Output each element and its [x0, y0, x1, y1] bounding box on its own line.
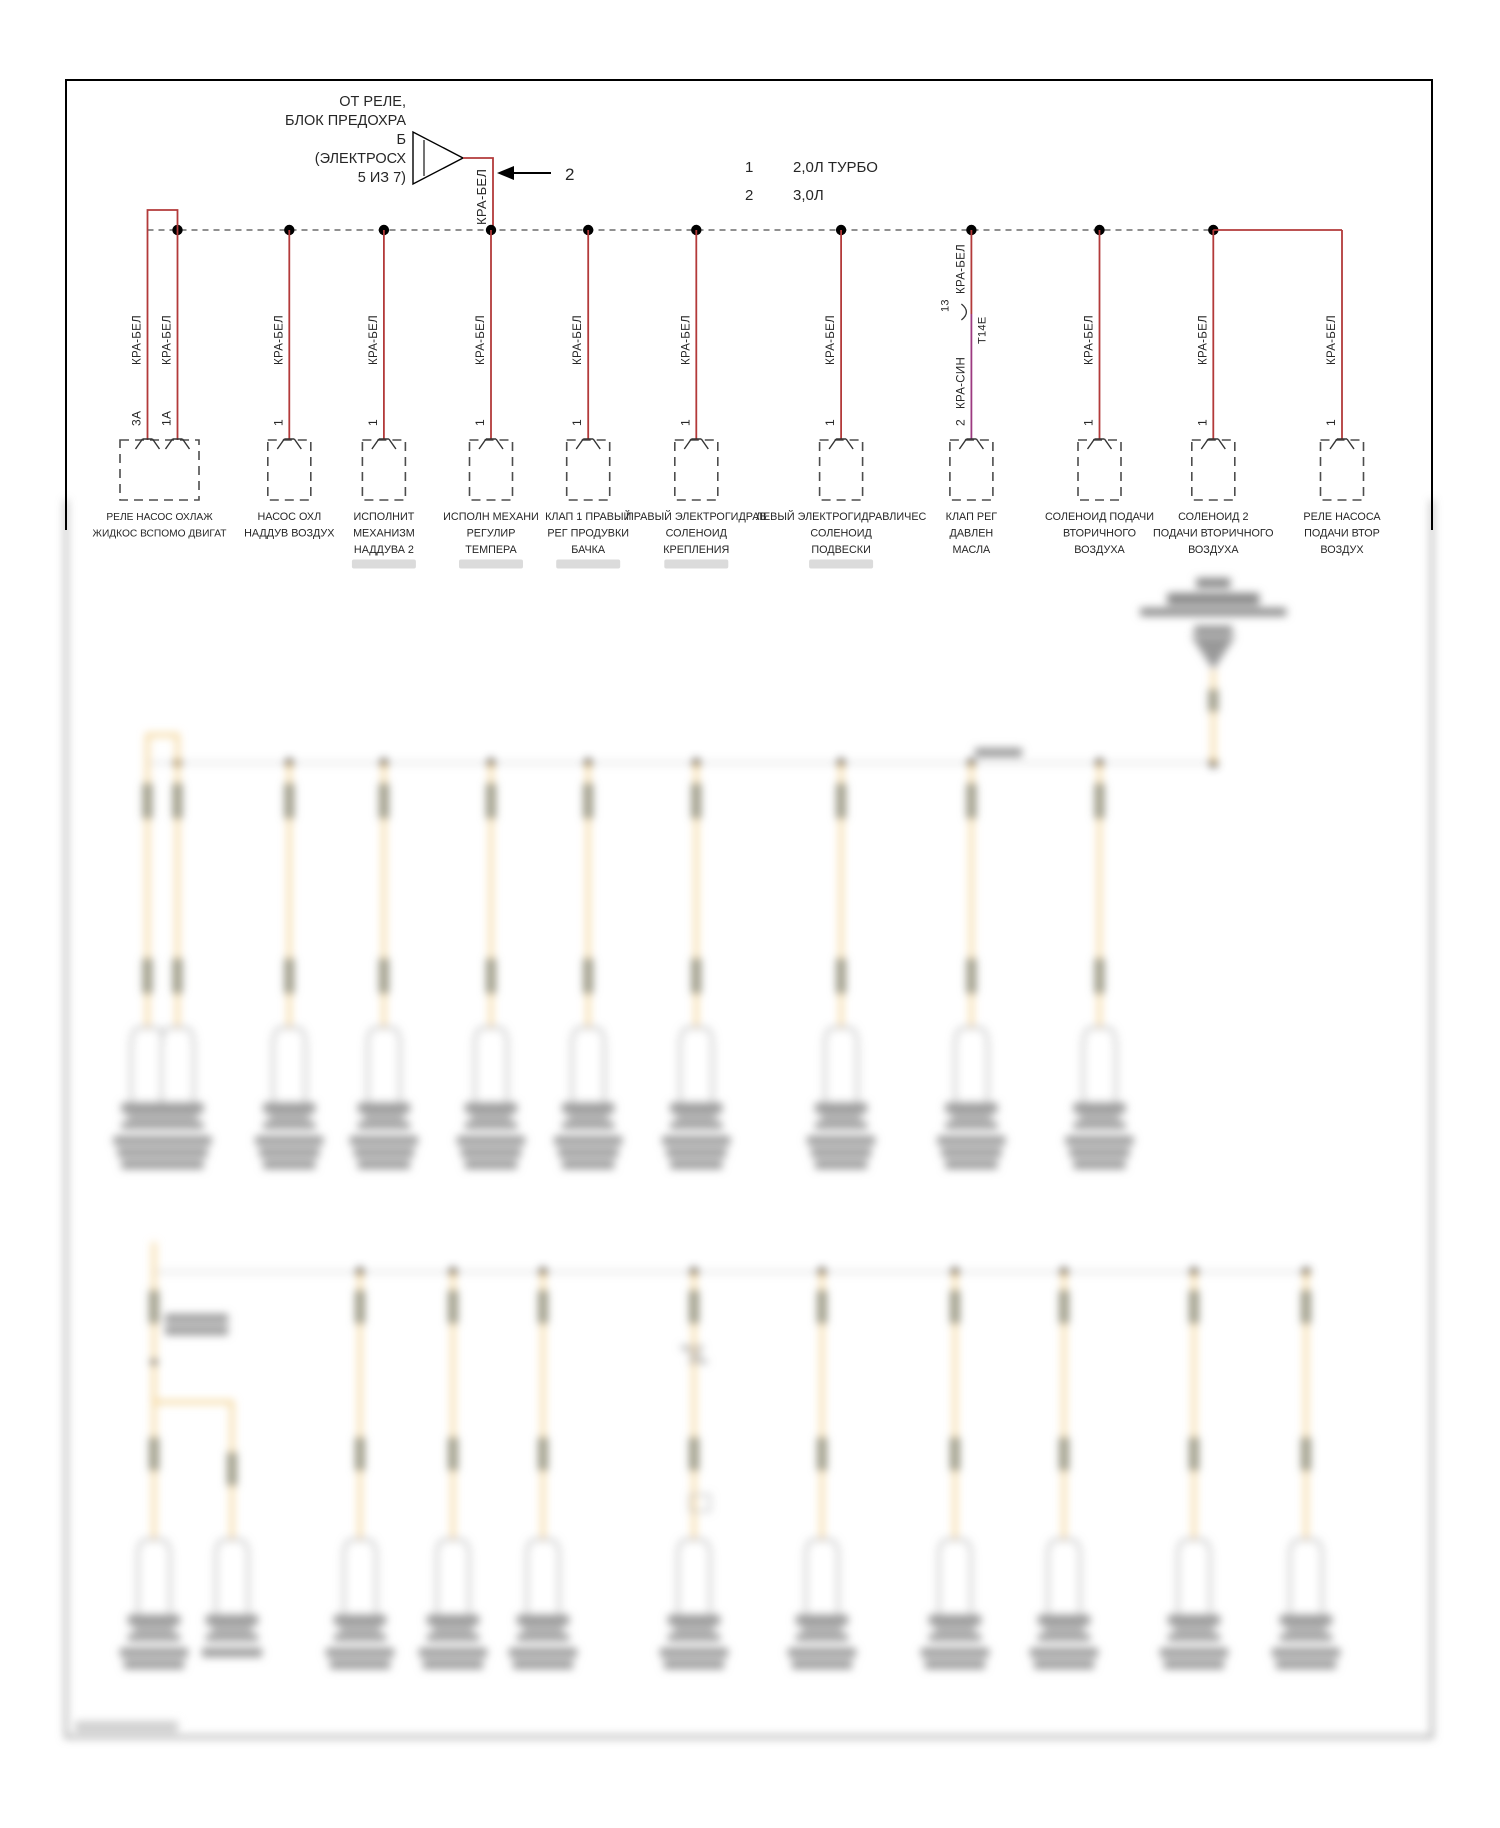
svg-text:Б: Б: [396, 132, 406, 148]
svg-text:T14E: T14E: [976, 317, 988, 345]
svg-text:ДАВЛЕН: ДАВЛЕН: [950, 528, 994, 540]
svg-text:(ЭЛЕКТРОСХ: (ЭЛЕКТРОСХ: [315, 151, 407, 167]
svg-text:КРА-БЕЛ: КРА-БЕЛ: [474, 169, 489, 225]
svg-text:РЕГУЛИР: РЕГУЛИР: [467, 528, 516, 540]
svg-text:1: 1: [1082, 419, 1096, 426]
svg-text:1: 1: [366, 419, 380, 426]
svg-text:КРА-СИН: КРА-СИН: [955, 357, 967, 409]
svg-text:СОЛЕНОИД 2: СОЛЕНОИД 2: [1178, 511, 1248, 523]
svg-text:РЕГ ПРОДУВКИ: РЕГ ПРОДУВКИ: [547, 528, 629, 540]
svg-text:2: 2: [745, 187, 753, 204]
svg-text:СОЛЕНОИД ПОДАЧИ: СОЛЕНОИД ПОДАЧИ: [1045, 511, 1154, 523]
svg-text:КЛАП 1 ПРАВЫЙ: КЛАП 1 ПРАВЫЙ: [545, 510, 631, 523]
svg-text:КРА-БЕЛ: КРА-БЕЛ: [1197, 315, 1209, 365]
svg-text:КРА-БЕЛ: КРА-БЕЛ: [368, 315, 380, 365]
svg-text:ВОЗДУХ: ВОЗДУХ: [1320, 544, 1363, 556]
svg-text:КЛАП РЕГ: КЛАП РЕГ: [946, 511, 998, 523]
svg-text:БЛОК ПРЕДОХРА: БЛОК ПРЕДОХРА: [285, 113, 406, 129]
svg-text:1: 1: [823, 419, 837, 426]
svg-text:КРА-БЕЛ: КРА-БЕЛ: [955, 244, 967, 294]
svg-text:ПРАВЫЙ ЭЛЕКТРОГИДРАВ: ПРАВЫЙ ЭЛЕКТРОГИДРАВ: [626, 510, 767, 523]
svg-text:КРА-БЕЛ: КРА-БЕЛ: [1084, 315, 1096, 365]
svg-text:ВОЗДУХА: ВОЗДУХА: [1188, 544, 1239, 556]
svg-text:ПОДАЧИ ВТОР: ПОДАЧИ ВТОР: [1304, 528, 1380, 540]
svg-text:КРЕПЛЕНИЯ: КРЕПЛЕНИЯ: [663, 544, 729, 556]
svg-text:РЕЛЕ НАСОСА: РЕЛЕ НАСОСА: [1303, 511, 1381, 523]
svg-text:1А: 1А: [160, 411, 174, 426]
svg-text:ЖИДКОС ВСПОМО ДВИГАТ: ЖИДКОС ВСПОМО ДВИГАТ: [93, 529, 227, 540]
svg-text:1: 1: [678, 419, 692, 426]
svg-text:3A: 3A: [130, 411, 144, 426]
svg-text:1: 1: [1324, 419, 1338, 426]
svg-text:НАСОС ОХЛ: НАСОС ОХЛ: [257, 511, 321, 523]
svg-text:СОЛЕНОИД: СОЛЕНОИД: [666, 528, 728, 540]
svg-text:СОЛЕНОИД: СОЛЕНОИД: [810, 528, 872, 540]
svg-text:2: 2: [953, 419, 967, 426]
svg-text:ВОЗДУХА: ВОЗДУХА: [1074, 544, 1125, 556]
svg-text:КРА-БЕЛ: КРА-БЕЛ: [680, 315, 692, 365]
svg-text:ИСПОЛНИТ: ИСПОЛНИТ: [353, 511, 414, 523]
svg-text:1: 1: [745, 159, 753, 176]
svg-text:БАЧКА: БАЧКА: [571, 544, 606, 556]
svg-text:НАДДУВ ВОЗДУХ: НАДДУВ ВОЗДУХ: [244, 528, 334, 540]
svg-text:1: 1: [473, 419, 487, 426]
svg-text:1: 1: [570, 419, 584, 426]
svg-text:КРА-БЕЛ: КРА-БЕЛ: [572, 315, 584, 365]
svg-text:1: 1: [1195, 419, 1209, 426]
svg-text:2: 2: [565, 165, 574, 184]
svg-text:13: 13: [939, 299, 951, 312]
svg-text:КРА-БЕЛ: КРА-БЕЛ: [1326, 315, 1338, 365]
svg-text:ТЕМПЕРА: ТЕМПЕРА: [465, 544, 517, 556]
svg-text:НАДДУВА 2: НАДДУВА 2: [354, 544, 414, 556]
svg-text:МЕХАНИЗМ: МЕХАНИЗМ: [353, 528, 415, 540]
svg-text:КРА-БЕЛ: КРА-БЕЛ: [825, 315, 837, 365]
svg-text:ИСПОЛН МЕХАНИ: ИСПОЛН МЕХАНИ: [443, 511, 539, 523]
svg-text:ВТОРИЧНОГО: ВТОРИЧНОГО: [1063, 528, 1136, 540]
svg-text:КРА-БЕЛ: КРА-БЕЛ: [132, 315, 144, 365]
svg-text:РЕЛЕ НАСОС ОХЛАЖ: РЕЛЕ НАСОС ОХЛАЖ: [106, 512, 213, 523]
svg-text:ПОДАЧИ ВТОРИЧНОГО: ПОДАЧИ ВТОРИЧНОГО: [1153, 528, 1274, 540]
svg-text:2,0Л ТУРБО: 2,0Л ТУРБО: [793, 159, 878, 176]
svg-text:МАСЛА: МАСЛА: [953, 544, 991, 556]
svg-text:КРА-БЕЛ: КРА-БЕЛ: [475, 315, 487, 365]
svg-text:ЛЕВЫЙ ЭЛЕКТРОГИДРАВЛИЧЕС: ЛЕВЫЙ ЭЛЕКТРОГИДРАВЛИЧЕС: [756, 510, 927, 523]
svg-text:1: 1: [271, 419, 285, 426]
svg-text:КРА-БЕЛ: КРА-БЕЛ: [162, 315, 174, 365]
svg-text:3,0Л: 3,0Л: [793, 187, 824, 204]
svg-text:5 ИЗ 7): 5 ИЗ 7): [358, 170, 406, 186]
svg-text:КРА-БЕЛ: КРА-БЕЛ: [273, 315, 285, 365]
svg-text:ОТ РЕЛЕ,: ОТ РЕЛЕ,: [339, 94, 406, 110]
svg-text:ПОДВЕСКИ: ПОДВЕСКИ: [811, 544, 870, 556]
